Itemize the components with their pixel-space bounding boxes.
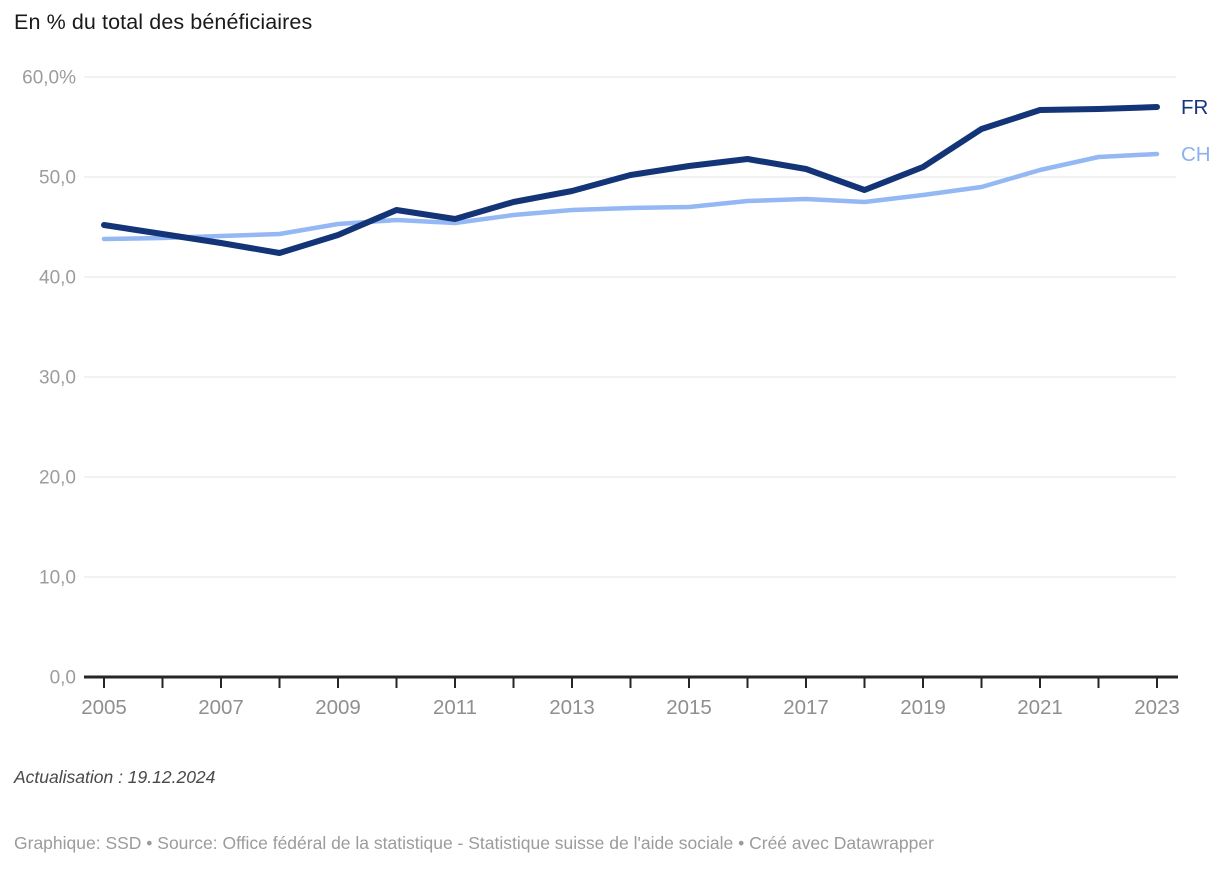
x-tick-label: 2009 (315, 696, 361, 719)
line-label-ch: CH (1181, 143, 1211, 166)
x-tick-label: 2021 (1017, 696, 1063, 719)
x-tick-label: 2017 (783, 696, 829, 719)
gridlines (84, 76, 1176, 578)
x-tick-label: 2023 (1134, 696, 1180, 719)
chart-notes: Actualisation : 19.12.2024 (14, 767, 216, 787)
series-line-fr (101, 104, 1160, 256)
x-tick-label: 2013 (549, 696, 595, 719)
y-tick-label: 20,0 (39, 468, 76, 489)
y-tick-label: 40,0 (39, 268, 76, 289)
line-chart: 0,0 10,0 20,0 30,0 40,0 50,0 60,0% 2005 2007 2009… (22, 68, 1211, 720)
series-line-ch (101, 151, 1160, 242)
chart-title: En % du total des bénéficiaires (14, 10, 313, 34)
x-tick-label: 2007 (198, 696, 244, 719)
x-tick-label: 2011 (433, 696, 477, 719)
y-tick-label: 50,0 (39, 168, 76, 189)
series-lines (101, 104, 1160, 256)
line-end-labels: CH FR (1181, 96, 1211, 166)
y-axis-labels: 0,0 10,0 20,0 30,0 40,0 50,0 60,0% (22, 68, 76, 689)
x-tick-label: 2005 (81, 696, 127, 719)
y-tick-label: 60,0% (22, 68, 76, 89)
y-tick-label: 10,0 (39, 568, 76, 589)
chart-footer: Graphique: SSD • Source: Office fédéral … (14, 833, 934, 853)
x-tick-label: 2015 (666, 696, 712, 719)
y-tick-label: 30,0 (39, 368, 76, 389)
x-axis: 2005 2007 2009 2011 2013 2015 2017 2019 2021 2023 (81, 675, 1180, 719)
x-tick-label: 2019 (900, 696, 946, 719)
line-label-fr: FR (1181, 96, 1208, 119)
y-tick-label: 0,0 (50, 668, 76, 689)
